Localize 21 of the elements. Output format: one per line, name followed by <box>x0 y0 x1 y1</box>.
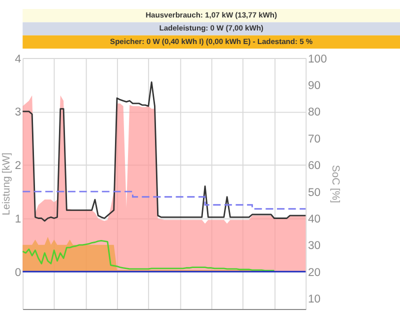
y2-axis-title: SoC [%] <box>330 165 341 204</box>
y2-tick-label: 100 <box>308 53 327 66</box>
y2-tick-label: 10 <box>308 294 321 306</box>
text: Hausverbrauch: 1,07 kW (13,77 kWh) <box>146 10 278 20</box>
y2-tick-label: 60 <box>308 160 321 172</box>
y-tick-label: 0 <box>14 266 22 279</box>
y2-tick-label: 70 <box>308 133 321 146</box>
y-tick-label: 1 <box>14 213 22 226</box>
y2-tick-label: 40 <box>308 213 321 226</box>
y2-tick-label: 90 <box>308 80 321 92</box>
y2-tick-label: 30 <box>308 240 321 252</box>
y2-tick-label: 80 <box>308 106 321 119</box>
y-tick-label: 2 <box>14 160 22 172</box>
y2-tick-label: 20 <box>308 266 321 279</box>
y-tick-label: 3 <box>14 106 22 119</box>
line-series <box>22 81 306 222</box>
y-tick-label: 4 <box>14 53 22 66</box>
y-axis-title: Leistung [kW] <box>1 152 12 216</box>
text: Ladeleistung: 0 W (7,00 kWh) <box>159 24 264 33</box>
y2-tick-label: 50 <box>308 186 321 199</box>
text: Speicher: 0 W (0,40 kWh I) (0,00 kWh E) - Ladestand: 5 % <box>110 36 313 46</box>
